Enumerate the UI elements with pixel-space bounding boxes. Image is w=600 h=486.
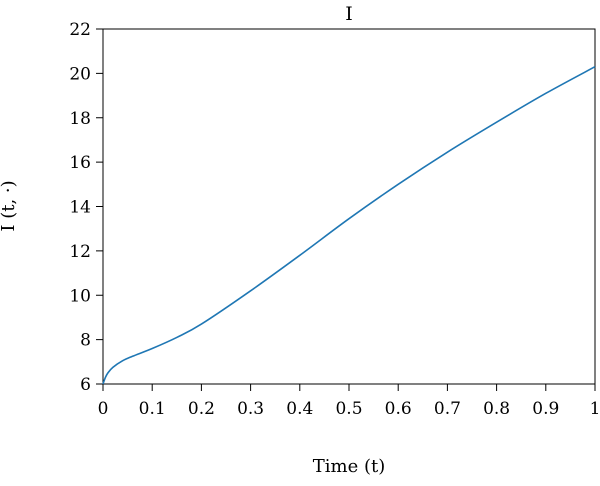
x-tick-label: 0.8 <box>483 399 510 419</box>
x-tick-label: 0.5 <box>335 399 362 419</box>
x-tick-label: 0.4 <box>286 399 313 419</box>
x-axis-ticks: 0 0.1 0.2 0.3 0.4 0.5 0.6 0.7 0.8 0.9 1 <box>98 384 600 419</box>
series-layer <box>102 66 596 385</box>
y-tick-label: 20 <box>69 64 91 84</box>
x-tick-label: 0.9 <box>532 399 559 419</box>
x-tick-label: 0.7 <box>434 399 461 419</box>
y-tick-label: 18 <box>69 109 91 129</box>
y-tick-label: 6 <box>80 375 91 395</box>
x-tick-label: 0.2 <box>188 399 215 419</box>
y-tick-label: 12 <box>69 242 91 262</box>
y-tick-label: 14 <box>69 198 91 218</box>
x-tick-label: 0.1 <box>139 399 166 419</box>
x-tick-label: 0.3 <box>237 399 264 419</box>
x-tick-label: 0.6 <box>385 399 412 419</box>
x-tick-label: 0 <box>98 399 109 419</box>
x-axis-title: Time (t) <box>313 456 385 477</box>
y-tick-label: 10 <box>69 286 91 306</box>
x-tick-label: 1 <box>590 399 600 419</box>
y-tick-label: 22 <box>69 20 91 40</box>
y-axis-title: I (t, ·) <box>0 180 19 231</box>
y-tick-label: 16 <box>69 153 91 173</box>
chart-title: I <box>345 3 353 25</box>
y-tick-label: 8 <box>80 331 91 351</box>
series-line-0 <box>102 66 596 385</box>
y-axis-ticks: 6 8 10 12 14 16 18 20 22 <box>69 20 103 395</box>
plot-frame <box>102 28 596 385</box>
